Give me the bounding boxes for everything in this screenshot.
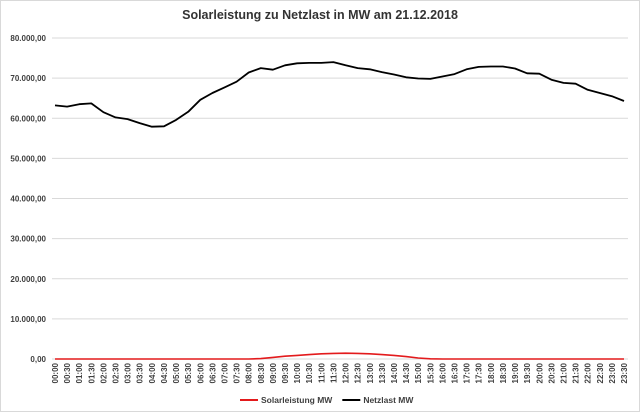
x-tick-label: 08:00 [245, 362, 254, 383]
x-tick-label: 10:00 [293, 362, 302, 383]
legend-item-0: Solarleistung MW [240, 395, 333, 405]
x-tick-label: 06:30 [208, 362, 217, 383]
x-tick-label: 15:30 [426, 362, 435, 383]
x-tick-label: 21:00 [559, 362, 568, 383]
y-tick-label: 30.000,00 [10, 235, 46, 244]
x-tick-label: 16:30 [451, 362, 460, 383]
legend-item-1: Netzlast MW [342, 395, 414, 405]
x-tick-label: 17:00 [463, 362, 472, 383]
legend-label: Netzlast MW [363, 395, 414, 405]
series-line-0 [55, 352, 624, 360]
legend-label: Solarleistung MW [261, 395, 333, 405]
x-tick-label: 06:00 [196, 362, 205, 383]
x-tick-label: 03:00 [124, 362, 133, 383]
y-tick-label: 20.000,00 [10, 275, 46, 284]
x-tick-label: 21:30 [572, 362, 581, 383]
y-tick-label: 60.000,00 [10, 114, 46, 123]
x-tick-label: 15:00 [414, 362, 423, 383]
x-tick-label: 07:30 [233, 362, 242, 383]
x-tick-label: 05:00 [172, 362, 181, 383]
series-lines [54, 61, 625, 360]
y-tick-label: 10.000,00 [10, 315, 46, 324]
y-tick-label: 40.000,00 [10, 195, 46, 204]
x-tick-label: 20:00 [535, 362, 544, 383]
x-tick-label: 11:00 [317, 362, 326, 383]
x-tick-label: 19:30 [523, 362, 532, 383]
x-tick-label: 00:00 [51, 362, 60, 383]
x-tick-label: 05:30 [184, 362, 193, 383]
x-tick-label: 00:30 [63, 362, 72, 383]
y-tick-label: 0,00 [30, 355, 46, 364]
x-tick-label: 23:30 [620, 362, 629, 383]
x-tick-label: 14:30 [402, 362, 411, 383]
x-tick-label: 23:00 [608, 362, 617, 383]
x-tick-label: 22:30 [596, 362, 605, 383]
x-tick-label: 01:00 [75, 362, 84, 383]
x-tick-label: 09:00 [269, 362, 278, 383]
x-tick-label: 02:00 [99, 362, 108, 383]
x-tick-label: 14:00 [390, 362, 399, 383]
x-tick-label: 18:30 [499, 362, 508, 383]
x-tick-label: 12:30 [354, 362, 363, 383]
x-tick-label: 04:30 [160, 362, 169, 383]
series-line-1 [54, 61, 625, 128]
x-tick-label: 13:30 [378, 362, 387, 383]
x-tick-label: 12:00 [342, 362, 351, 383]
x-tick-label: 20:30 [547, 362, 556, 383]
x-tick-label: 19:00 [511, 362, 520, 383]
legend: Solarleistung MW Netzlast MW [240, 395, 414, 405]
x-tick-label: 11:30 [329, 362, 338, 383]
x-axis-ticks: 00:00 00:30 01:00 01:30 02:00 02:30 03:00 03:30… [51, 362, 629, 383]
x-tick-label: 01:30 [87, 362, 96, 383]
y-axis-ticks: 0,00 10.000,00 20.000,00 30.000,00 40.000,00… [10, 34, 46, 364]
x-tick-label: 02:30 [112, 362, 121, 383]
x-tick-label: 22:00 [584, 362, 593, 383]
x-tick-label: 13:00 [366, 362, 375, 383]
y-tick-label: 50.000,00 [10, 154, 46, 163]
x-tick-label: 17:30 [475, 362, 484, 383]
x-tick-label: 16:00 [438, 362, 447, 383]
x-tick-label: 07:00 [220, 362, 229, 383]
x-tick-label: 04:00 [148, 362, 157, 383]
x-tick-label: 18:00 [487, 362, 496, 383]
x-tick-label: 03:30 [136, 362, 145, 383]
chart-title: Solarleistung zu Netzlast in MW am 21.12… [182, 8, 458, 22]
y-tick-label: 80.000,00 [10, 34, 46, 43]
gridlines [52, 37, 628, 360]
x-tick-label: 09:30 [281, 362, 290, 383]
y-tick-label: 70.000,00 [10, 74, 46, 83]
x-tick-label: 10:30 [305, 362, 314, 383]
x-tick-label: 08:30 [257, 362, 266, 383]
